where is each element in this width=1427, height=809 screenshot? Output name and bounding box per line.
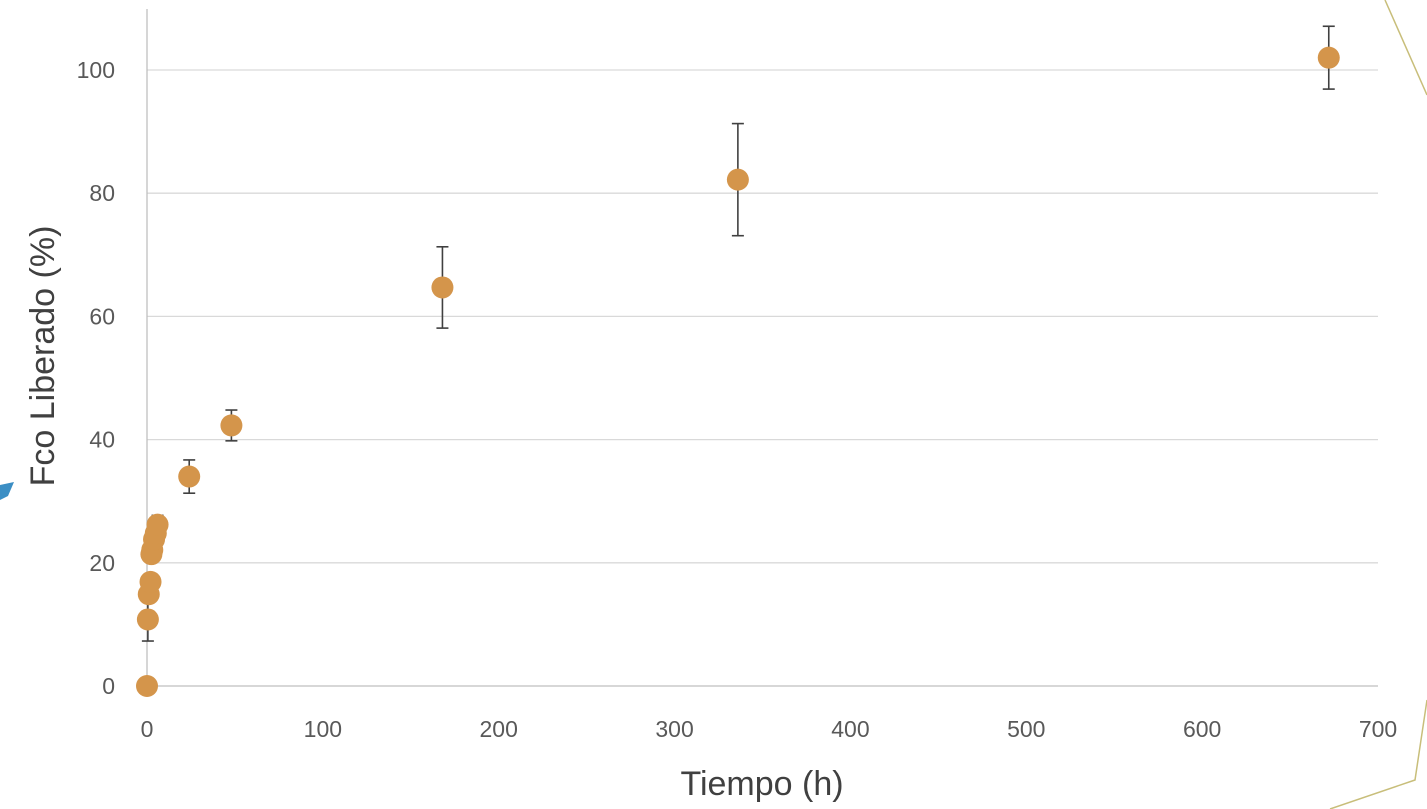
y-tick-label-100: 100 — [77, 57, 115, 83]
x-tick-label-300: 300 — [655, 716, 693, 742]
y-tick-label-80: 80 — [89, 180, 115, 206]
x-tick-label-700: 700 — [1359, 716, 1397, 742]
data-point-12 — [726, 168, 749, 191]
x-tick-label-600: 600 — [1183, 716, 1221, 742]
y-tick-label-40: 40 — [89, 427, 115, 453]
data-point-3 — [139, 570, 162, 593]
axes — [146, 9, 1378, 687]
data-point-0 — [136, 675, 158, 697]
y-tick-label-0: 0 — [102, 673, 115, 699]
data-point-10 — [220, 414, 243, 437]
x-tick-labels: 0 100 200 300 400 500 600 700 — [141, 716, 1398, 742]
y-tick-label-60: 60 — [89, 303, 115, 329]
data-point-9 — [178, 465, 201, 488]
x-tick-label-0: 0 — [141, 716, 154, 742]
error-bars — [141, 25, 1335, 642]
x-tick-label-200: 200 — [480, 716, 518, 742]
data-points — [136, 46, 1340, 697]
data-point-13 — [1317, 46, 1340, 69]
data-point-1 — [136, 608, 159, 631]
data-point-11 — [431, 276, 454, 299]
x-axis-title: Tiempo (h) — [680, 765, 843, 803]
grid-lines — [147, 69, 1378, 564]
y-tick-label-20: 20 — [89, 550, 115, 576]
y-axis-title: Fco Liberado (%) — [24, 226, 62, 487]
data-point-8 — [146, 513, 169, 536]
x-tick-label-400: 400 — [831, 716, 869, 742]
x-tick-label-500: 500 — [1007, 716, 1045, 742]
y-tick-labels: 0 20 40 60 80 100 — [77, 57, 115, 699]
x-tick-label-100: 100 — [304, 716, 342, 742]
